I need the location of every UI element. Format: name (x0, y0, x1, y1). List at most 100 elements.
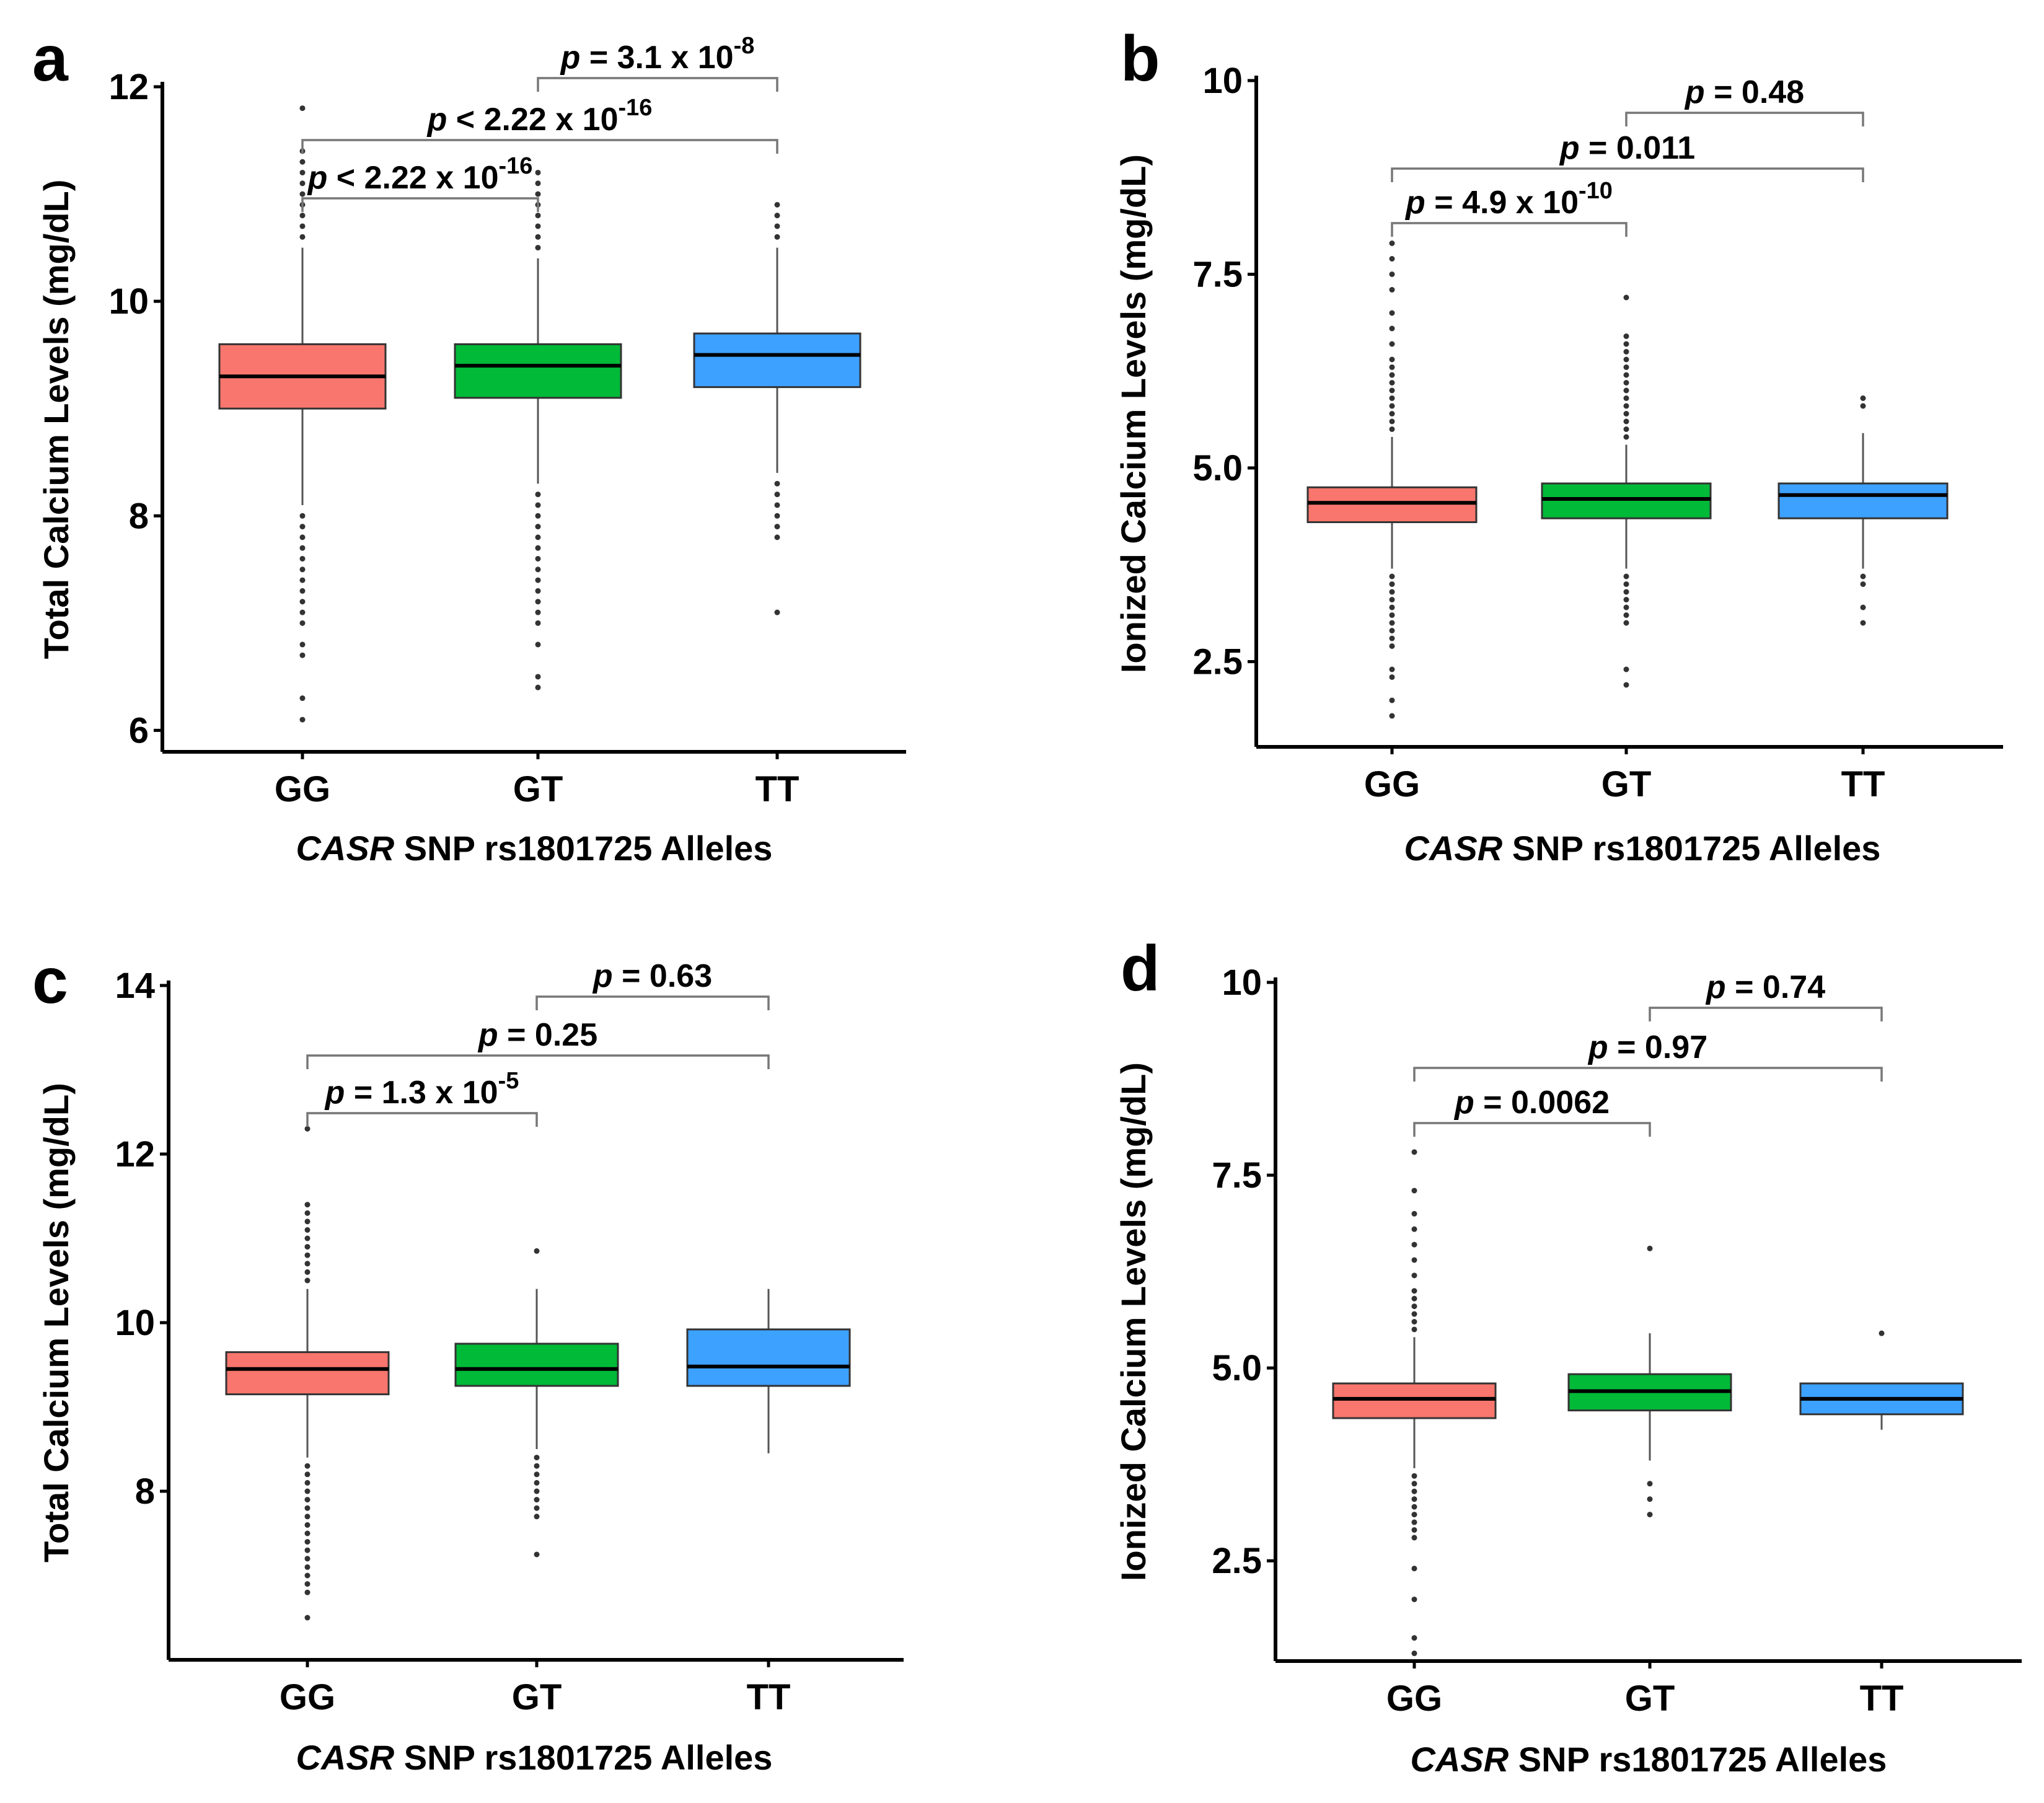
outlier-point (1389, 380, 1395, 386)
outlier-point (304, 1556, 311, 1562)
outlier-point (1623, 364, 1629, 370)
x-tick-label-gt: GT (1625, 1678, 1675, 1719)
outlier-point (304, 1227, 311, 1233)
box-body (693, 332, 861, 389)
outlier-point (534, 1488, 540, 1494)
box-gg (1306, 240, 1478, 719)
outlier-point (1860, 395, 1866, 401)
outlier-point (1647, 1481, 1653, 1487)
outlier-point (1623, 418, 1629, 425)
outlier-point (1623, 341, 1629, 347)
y-tick-label: 10 (1222, 963, 1262, 1003)
outlier-point (1860, 620, 1866, 626)
outlier-point (304, 1126, 311, 1132)
outlier-point (304, 1210, 311, 1216)
x-tick-label-gg: GG (280, 1677, 335, 1717)
comparison-bracket: p = 0.48 (1625, 74, 1864, 126)
outlier-point (1389, 325, 1395, 332)
y-tick-label: 5.0 (1212, 1348, 1262, 1388)
y-axis-title: Ionized Calcium Levels (mg/dL) (1114, 1062, 1153, 1581)
box-body (1306, 486, 1478, 523)
comparison-bracket: p = 0.25 (306, 1017, 770, 1069)
outlier-point (1389, 426, 1395, 432)
outlier-point (1411, 1519, 1417, 1525)
outlier-point (1647, 1245, 1653, 1251)
bracket-line (301, 139, 778, 154)
x-tick-label-gg: GG (1386, 1678, 1442, 1719)
outlier-point (534, 1463, 540, 1469)
outlier-point (304, 1581, 311, 1587)
p-value-label: p = 4.9 x 10-10 (1404, 178, 1613, 221)
outlier-point (534, 1248, 540, 1254)
outlier-point (304, 1235, 311, 1241)
y-tick-label: 12 (115, 1134, 155, 1175)
outlier-point (1623, 597, 1629, 602)
box-body (1541, 482, 1712, 519)
box-body (686, 1328, 851, 1387)
outlier-point (1389, 604, 1395, 611)
outlier-point (1860, 573, 1866, 580)
y-tick-label: 8 (135, 1471, 155, 1512)
outlier-point (304, 1269, 311, 1275)
outlier-point (1623, 333, 1629, 339)
p-value-label: p = 1.3 x 10-5 (324, 1068, 519, 1111)
outlier-point (1389, 256, 1395, 262)
comparison-bracket: p = 3.1 x 10-8 (537, 33, 778, 92)
outlier-point (534, 1471, 540, 1478)
comparison-bracket: p < 2.22 x 10-16 (301, 95, 778, 154)
box-gt (1541, 294, 1712, 688)
y-tick-label: 10 (1202, 61, 1243, 101)
outlier-point (535, 180, 541, 187)
p-value-label: p = 0.011 (1559, 130, 1695, 166)
y-tick-label: 10 (115, 1303, 155, 1343)
p-value-label: p = 0.25 (477, 1017, 597, 1053)
outlier-point (1389, 666, 1395, 672)
outlier-point (1389, 364, 1395, 370)
outlier-point (1623, 426, 1629, 432)
p-value-label: p < 2.22 x 10-16 (307, 153, 533, 196)
bracket-line (306, 1054, 770, 1069)
outlier-point (304, 1572, 311, 1579)
outlier-point (299, 588, 306, 594)
outlier-point (299, 223, 306, 229)
y-tick-label: 2.5 (1192, 642, 1243, 682)
outlier-point (1623, 387, 1629, 394)
bracket-line (1413, 1122, 1651, 1137)
outlier-point (1623, 372, 1629, 378)
outlier-point (1389, 287, 1395, 293)
box-body (1332, 1382, 1497, 1419)
outlier-point (535, 566, 541, 573)
outlier-point (1623, 682, 1629, 688)
outlier-point (1389, 411, 1395, 417)
panel-c: c 8 10 12 14 Total Calcium Levels (mg/dL) GG GT… (32, 945, 904, 1777)
panel-b: b 2.5 5.0 7.5 10 Ionized Calcium Levels (mg/d… (1114, 23, 2003, 868)
outlier-point (299, 105, 306, 112)
x-tick-label-tt: TT (1860, 1678, 1904, 1719)
outlier-point (1389, 628, 1395, 633)
outlier-point (304, 1547, 311, 1553)
outlier-point (299, 609, 306, 615)
outlier-point (299, 169, 306, 175)
outlier-point (535, 223, 541, 229)
box-tt (693, 201, 861, 615)
outlier-point (535, 169, 541, 175)
outlier-point (1623, 666, 1629, 672)
outlier-point (1411, 1504, 1417, 1510)
outlier-point (299, 577, 306, 583)
outlier-point (1647, 1512, 1653, 1518)
bracket-line (1391, 222, 1628, 237)
outlier-point (1389, 341, 1395, 347)
outlier-point (299, 513, 306, 519)
x-axis-title: CASR SNP rs1801725 Alleles (1404, 829, 1881, 868)
outlier-point (1389, 612, 1395, 618)
outlier-point (1411, 1596, 1417, 1602)
outlier-point (774, 213, 780, 219)
x-axis-title: CASR SNP rs1801725 Alleles (296, 829, 773, 868)
x-axis-title: CASR SNP rs1801725 Alleles (296, 1738, 773, 1777)
y-tick-label: 2.5 (1212, 1541, 1262, 1581)
outlier-point (1389, 597, 1395, 602)
outlier-point (1389, 581, 1395, 587)
panel-letter: a (32, 23, 69, 95)
x-tick-label-gt: GT (513, 769, 563, 809)
outlier-point (299, 545, 306, 551)
